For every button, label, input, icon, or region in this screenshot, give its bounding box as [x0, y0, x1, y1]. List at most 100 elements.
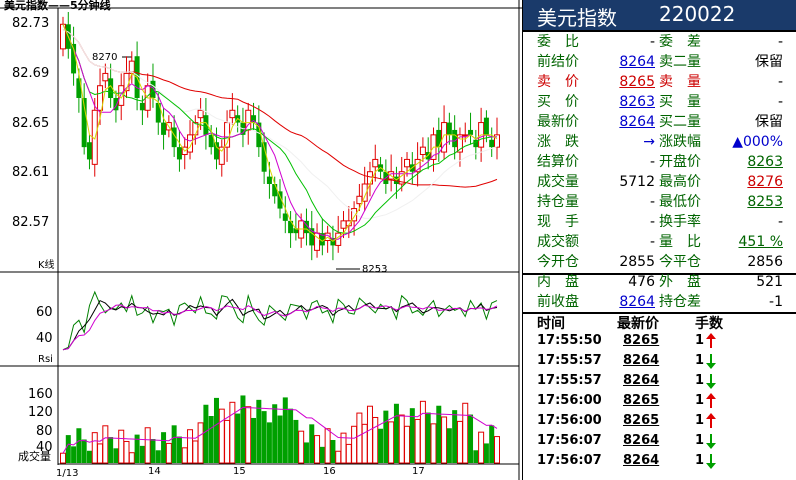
- ticks-header: 时间 最新价 手数: [523, 314, 796, 334]
- volume-bar: [229, 401, 236, 464]
- quote-label: 前收盘: [537, 294, 579, 310]
- volume-bar: [113, 448, 119, 463]
- quote-value: 8264: [619, 54, 655, 70]
- quote-row: 持仓量 - 最低价 8253: [523, 192, 796, 212]
- quote-divider: [523, 273, 796, 275]
- volume-bar: [266, 422, 272, 463]
- quote-label: 外 盘: [659, 274, 701, 290]
- volume-bar: [452, 410, 458, 463]
- quote-row: 卖 价 8265 卖 量 -: [523, 72, 796, 92]
- volume-bar: [430, 423, 437, 464]
- quote-value: -: [649, 154, 655, 170]
- volume-bar: [303, 442, 309, 463]
- volume-bar: [187, 429, 194, 464]
- volume-bar: [128, 452, 135, 464]
- instrument-code: 220022: [659, 2, 736, 26]
- quote-label: 卖二量: [659, 54, 701, 70]
- candle-body: [256, 122, 262, 148]
- volume-bar: [134, 434, 140, 463]
- tick-time: 17:56:07: [537, 433, 602, 448]
- volume-bar: [473, 450, 479, 463]
- volume-bar: [91, 432, 98, 464]
- volume-bar: [245, 406, 252, 464]
- quote-value: →: [643, 134, 655, 150]
- candle-body: [494, 134, 500, 148]
- volume-bar: [240, 395, 246, 463]
- quote-value: -: [777, 74, 783, 90]
- tick-hands: 1: [695, 393, 705, 408]
- volume-bar: [372, 416, 379, 464]
- rsi-tick-label: 60: [36, 305, 53, 320]
- candle-body: [361, 183, 368, 202]
- volume-bar: [155, 450, 161, 463]
- ma-line-yellow: [62, 24, 498, 242]
- volume-bar: [494, 436, 500, 464]
- candle-body: [150, 80, 156, 98]
- quote-value: 8263: [619, 94, 655, 110]
- volume-bar: [288, 408, 294, 463]
- quote-label: 最低价: [659, 194, 701, 210]
- candle-body: [473, 139, 479, 148]
- rsi-label: Rsi: [38, 354, 53, 365]
- volume-bar: [218, 408, 225, 464]
- quote-value: -: [649, 194, 655, 210]
- quote-row: 委 比-委 差-: [523, 32, 796, 52]
- volume-bar: [489, 425, 495, 463]
- volume-bar: [483, 443, 489, 463]
- quote-label: 涨跌幅: [659, 134, 701, 150]
- kline-chart: 美元指数——5分钟线 82.73 82.69 82.65 82.61 82.57…: [0, 0, 522, 480]
- quote-value: -: [649, 234, 655, 250]
- y-tick-label: 82.57: [12, 215, 49, 230]
- volume-bar: [378, 428, 384, 463]
- tick-price: 8265: [623, 391, 659, 411]
- x-tick-label: 1/13: [56, 468, 78, 479]
- quote-label: 委 比: [537, 34, 579, 50]
- tick-price: 8265: [623, 331, 659, 351]
- tick-time: 17:55:57: [537, 373, 602, 388]
- candle-body: [293, 228, 299, 234]
- quote-row: 买 价 8263 买 量 -: [523, 92, 796, 112]
- tick-hands: 1: [695, 373, 705, 388]
- ma-line-white: [62, 29, 498, 219]
- volume-bar: [345, 443, 352, 464]
- tick-time: 17:56:00: [537, 393, 602, 408]
- quote-label: 最高价: [659, 174, 701, 190]
- candle-body: [171, 127, 177, 148]
- tick-time: 17:56:00: [537, 413, 602, 428]
- volume-bar: [76, 428, 82, 463]
- volume-bar: [144, 427, 151, 464]
- volume-bar: [441, 416, 448, 464]
- candle-body: [303, 220, 309, 234]
- quote-label: 持仓差: [659, 294, 701, 310]
- candle-body: [97, 85, 104, 111]
- volume-bar: [123, 440, 130, 464]
- tick-row: 17:55:57 8264 1: [523, 351, 796, 371]
- candle-body: [76, 78, 82, 98]
- ticks-header-time: 时间: [537, 316, 565, 332]
- volume-bar: [208, 416, 214, 463]
- vol-tick-label: 80: [36, 424, 53, 439]
- tick-row: 17:56:07 8264 1: [523, 431, 796, 451]
- x-tick-label: 16: [323, 466, 336, 477]
- quote-value: 保留: [755, 54, 783, 70]
- chart-title: 美元指数——5分钟线: [4, 0, 111, 12]
- tick-price-value: 8265: [623, 393, 660, 408]
- volume-bar: [462, 402, 469, 464]
- candle-body: [277, 191, 283, 209]
- quote-label: 卖 价: [537, 74, 579, 90]
- quote-row: 最新价 8264 买二量 保留: [523, 112, 796, 132]
- volume-bar: [197, 422, 204, 464]
- volume-bar: [165, 442, 172, 464]
- low-marker-label: 8253: [362, 264, 387, 275]
- ma-line-red: [62, 29, 498, 188]
- quote-label: 买二量: [659, 114, 701, 130]
- tick-time: 17:56:07: [537, 453, 602, 468]
- instrument-name: 美元指数: [537, 6, 617, 30]
- tick-price-value: 8264: [623, 453, 660, 468]
- volume-bar: [446, 428, 452, 463]
- tick-hands: 1: [695, 333, 705, 348]
- candle-body: [456, 134, 463, 153]
- volume-bar: [383, 410, 389, 463]
- arrow-down-icon: [706, 374, 716, 389]
- candle-body: [266, 176, 272, 184]
